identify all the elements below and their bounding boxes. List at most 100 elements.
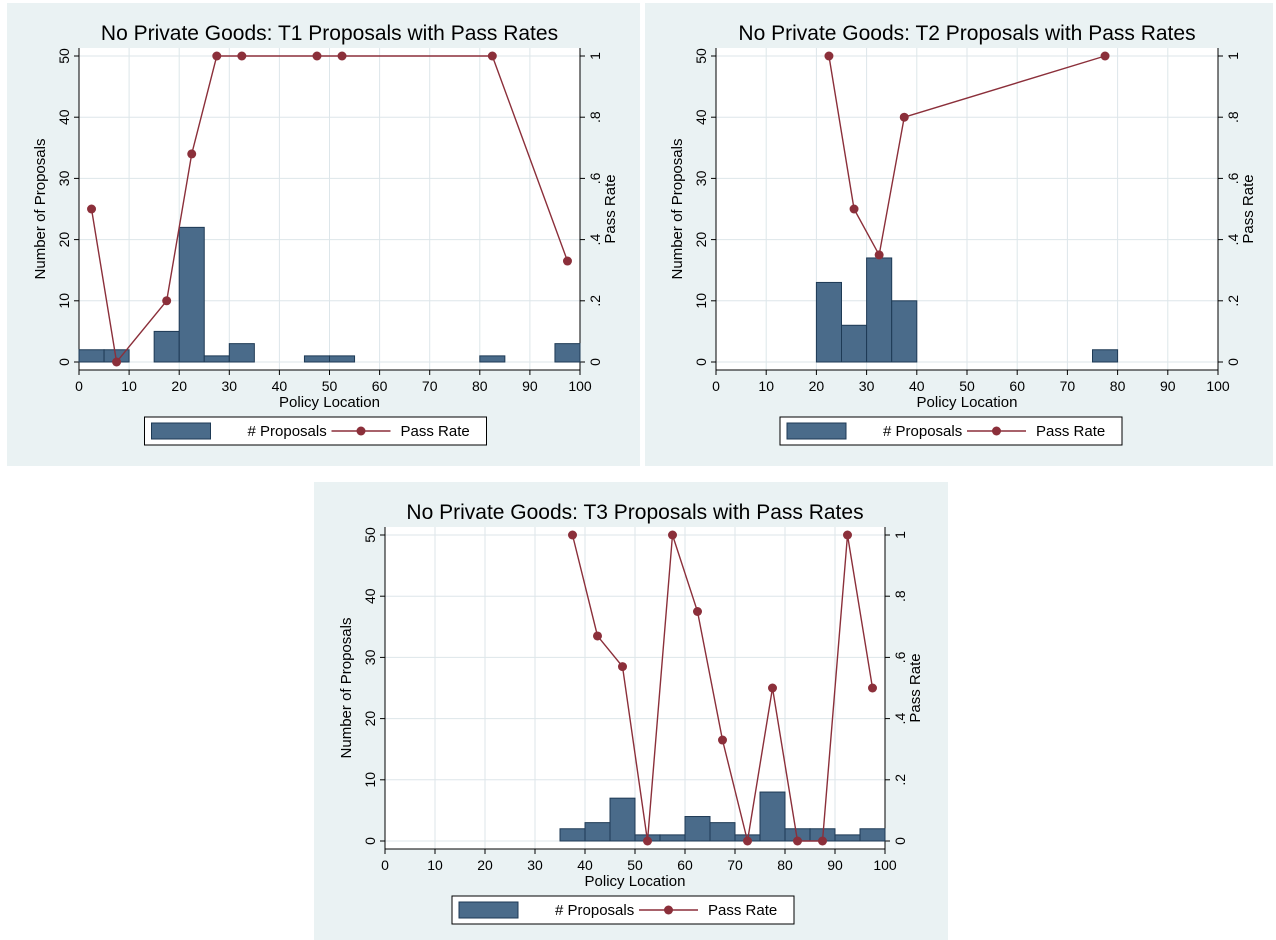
y-tick-label: 40 <box>56 109 72 125</box>
pass-rate-point-t3-5 <box>693 607 702 616</box>
chart-svg-t2: No Private Goods: T2 Proposals with Pass… <box>669 22 1257 446</box>
legend-bar-swatch <box>458 901 519 919</box>
pass-rate-point-t3-10 <box>818 836 827 846</box>
x-tick-label: 60 <box>372 378 388 394</box>
bar-t1-7 <box>329 355 356 363</box>
pass-rate-point-t3-6 <box>718 735 727 745</box>
x-axis-label: Policy Location <box>279 394 380 411</box>
x-tick-label: 40 <box>909 378 925 394</box>
x-tick-label: 50 <box>627 857 643 873</box>
legend-label-proposals: # Proposals <box>248 423 327 440</box>
bar-t3-12 <box>859 828 886 842</box>
y2-tick-label: .2 <box>892 774 908 786</box>
bar-t2-0 <box>815 281 842 363</box>
pass-rate-point-t2-2 <box>874 250 884 260</box>
y2-tick-label: .8 <box>892 590 908 602</box>
pass-rate-point-t3-2 <box>618 662 627 672</box>
y-tick-label: 10 <box>56 293 72 309</box>
y2-tick-label: 1 <box>1225 52 1241 60</box>
pass-rate-point-t3-11 <box>843 530 852 540</box>
x-tick-label: 60 <box>1009 378 1025 394</box>
y-tick-label: 20 <box>56 232 72 248</box>
y2-tick-label: 0 <box>892 837 908 845</box>
pass-rate-point-t1-7 <box>337 51 347 61</box>
bar-t1-5 <box>228 343 255 363</box>
y2-tick-label: .8 <box>587 111 603 123</box>
legend-label-pass-rate: Pass Rate <box>1036 423 1105 440</box>
legend-label-pass-rate: Pass Rate <box>401 423 470 440</box>
chart-title: No Private Goods: T3 Proposals with Pass… <box>406 501 863 524</box>
pass-rate-point-t1-0 <box>87 204 97 214</box>
pass-rate-point-t1-9 <box>562 256 572 266</box>
chart-svg-t1: No Private Goods: T1 Proposals with Pass… <box>32 22 619 446</box>
chart-panel-t2: No Private Goods: T2 Proposals with Pass… <box>645 3 1273 466</box>
chart-panel-t1: No Private Goods: T1 Proposals with Pass… <box>7 3 640 466</box>
x-tick-label: 30 <box>859 378 875 394</box>
y2-tick-label: .2 <box>587 295 603 307</box>
y2-tick-label: .8 <box>1225 111 1241 123</box>
bar-t2-1 <box>841 324 868 363</box>
y2-tick-label: .6 <box>892 651 908 663</box>
bar-t1-9 <box>554 343 581 363</box>
pass-rate-point-t1-2 <box>162 296 172 306</box>
y-tick-label: 10 <box>362 772 378 788</box>
pass-rate-point-t1-6 <box>312 51 322 61</box>
pass-rate-point-t2-0 <box>824 51 834 61</box>
x-tick-label: 60 <box>677 857 693 873</box>
x-tick-label: 70 <box>1060 378 1076 394</box>
pass-rate-line-t1 <box>90 55 569 364</box>
y-tick-label: 20 <box>362 711 378 727</box>
bar-t2-3 <box>891 300 918 363</box>
x-tick-label: 30 <box>527 857 543 873</box>
pass-rate-point-t1-4 <box>212 51 222 61</box>
y-tick-label: 0 <box>362 837 378 845</box>
pass-rate-point-t3-12 <box>868 683 877 693</box>
bar-t3-5 <box>684 816 711 842</box>
pass-rate-point-t2-4 <box>1100 51 1110 61</box>
pass-rate-point-t3-4 <box>668 530 677 540</box>
legend-bar-swatch <box>786 422 847 440</box>
y-tick-label: 50 <box>362 527 378 543</box>
x-tick-label: 80 <box>472 378 488 394</box>
y2-tick-label: 0 <box>587 358 603 366</box>
legend-label-proposals: # Proposals <box>883 423 962 440</box>
bar-t1-6 <box>303 355 331 363</box>
x-tick-label: 90 <box>827 857 843 873</box>
y-tick-label: 30 <box>693 170 709 186</box>
x-axis-label: Policy Location <box>585 873 686 890</box>
y-tick-label: 0 <box>693 358 709 366</box>
x-tick-label: 100 <box>873 857 897 873</box>
y2-tick-label: 1 <box>587 52 603 60</box>
y2-tick-label: .4 <box>892 713 908 725</box>
x-axis-label: Policy Location <box>917 394 1018 411</box>
bar-t1-8 <box>479 355 506 363</box>
pass-rate-point-t3-8 <box>768 683 777 693</box>
y-axis-label: Number of Proposals <box>32 139 49 280</box>
y-tick-label: 10 <box>693 293 709 309</box>
x-tick-label: 20 <box>809 378 825 394</box>
x-tick-label: 20 <box>171 378 187 394</box>
x-tick-label: 100 <box>568 378 592 394</box>
bar-t3-6 <box>709 822 736 842</box>
x-tick-label: 100 <box>1206 378 1230 394</box>
y2-axis-label: Pass Rate <box>1240 174 1257 243</box>
x-tick-label: 40 <box>272 378 288 394</box>
y-axis-label: Number of Proposals <box>338 618 355 759</box>
chart-svg-t3: No Private Goods: T3 Proposals with Pass… <box>338 501 924 925</box>
y-tick-label: 0 <box>56 358 72 366</box>
y2-axis-label: Pass Rate <box>907 653 924 722</box>
pass-rate-point-t2-3 <box>899 112 909 122</box>
pass-rate-point-t3-9 <box>793 836 802 846</box>
y-tick-label: 40 <box>693 109 709 125</box>
bar-t1-2 <box>153 330 180 363</box>
chart-title: No Private Goods: T2 Proposals with Pass… <box>738 22 1195 45</box>
legend-label-proposals: # Proposals <box>555 902 634 919</box>
pass-rate-point-t3-3 <box>643 836 652 846</box>
x-tick-label: 90 <box>1160 378 1176 394</box>
y-tick-label: 20 <box>693 232 709 248</box>
legend-line-marker <box>992 426 1001 436</box>
y2-tick-label: .6 <box>1225 172 1241 184</box>
x-tick-label: 80 <box>1110 378 1126 394</box>
pass-rate-point-t2-1 <box>849 204 859 214</box>
y2-axis-label: Pass Rate <box>602 174 619 243</box>
